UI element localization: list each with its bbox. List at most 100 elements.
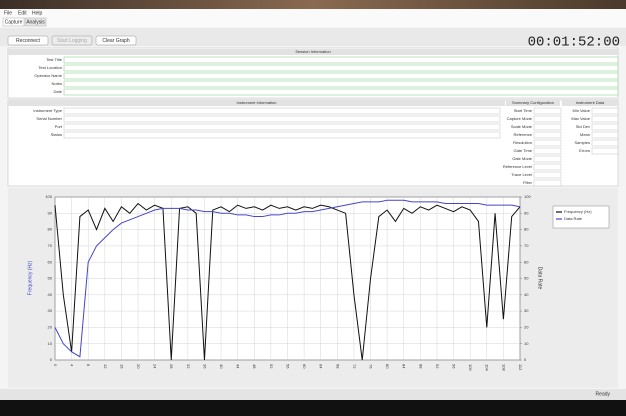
field-box[interactable] xyxy=(64,89,618,95)
y2-axis-label: Data Rate xyxy=(537,267,543,290)
field-label: Test Title xyxy=(46,57,63,62)
field-box[interactable] xyxy=(592,124,618,130)
y2-tick-label: 80 xyxy=(524,227,529,232)
field-box[interactable] xyxy=(534,108,561,114)
field-label: Notes xyxy=(52,81,62,86)
field-label: Reference xyxy=(514,132,533,137)
x-tick-label: 84 xyxy=(402,364,407,369)
x-tick-label: 100 xyxy=(468,364,473,371)
panel-title: Instrument Data xyxy=(576,100,605,105)
y2-tick-label: 50 xyxy=(524,276,529,281)
y2-tick-label: 90 xyxy=(524,210,529,215)
app-window: 00:01:52:00 Ready FileEditHelpCaptureAna… xyxy=(0,0,626,416)
menu-item[interactable]: Help xyxy=(32,10,43,16)
x-tick-label: 28 xyxy=(169,364,174,369)
y-tick-label: 50 xyxy=(48,276,53,281)
x-tick-label: 16 xyxy=(119,364,124,369)
x-tick-label: 24 xyxy=(153,364,158,369)
field-box[interactable] xyxy=(592,148,618,154)
field-label: Port xyxy=(55,124,63,129)
field-box[interactable] xyxy=(534,124,561,130)
field-label: Scale Mode xyxy=(511,124,533,129)
legend-label: Frequency (Hz) xyxy=(564,209,592,214)
x-tick-label: 36 xyxy=(202,364,207,369)
field-box[interactable] xyxy=(534,116,561,122)
y-tick-label: 20 xyxy=(48,324,53,329)
x-tick-label: 96 xyxy=(452,364,457,369)
x-tick-label: 40 xyxy=(219,364,224,369)
field-box[interactable] xyxy=(534,156,561,162)
field-box[interactable] xyxy=(534,180,561,186)
button-label: Clear Graph xyxy=(102,38,129,44)
panel-title: Session Information xyxy=(295,49,330,54)
field-box[interactable] xyxy=(534,140,561,146)
x-tick-label: 12 xyxy=(103,364,108,369)
field-label: Trace Level xyxy=(511,172,532,177)
y-tick-label: 70 xyxy=(48,243,53,248)
field-box[interactable] xyxy=(592,132,618,138)
x-tick-label: 104 xyxy=(485,364,490,371)
y2-tick-label: 70 xyxy=(524,243,529,248)
button-label: Reconnect xyxy=(16,38,41,44)
field-box[interactable] xyxy=(592,140,618,146)
field-label: Mean xyxy=(580,132,590,137)
field-label: Start Time xyxy=(514,108,533,113)
field-label: Min Value xyxy=(573,108,591,113)
legend-label: Data Rate xyxy=(564,216,583,221)
field-box[interactable] xyxy=(592,108,618,114)
y-tick-label: 10 xyxy=(48,341,53,346)
tab-label: Analysis xyxy=(26,19,45,25)
field-label: Date xyxy=(54,89,63,94)
button-label: Start Logging xyxy=(57,38,87,44)
field-label: Gate Mode xyxy=(512,156,533,161)
y2-tick-label: 60 xyxy=(524,259,529,264)
x-tick-label: 76 xyxy=(368,364,373,369)
x-tick-label: 48 xyxy=(252,364,257,369)
x-tick-label: 92 xyxy=(435,364,440,369)
y-tick-label: 80 xyxy=(48,227,53,232)
field-box[interactable] xyxy=(534,148,561,154)
field-label: Gate Time xyxy=(514,148,533,153)
y-axis-label: Frequency (Hz) xyxy=(27,260,33,295)
field-box[interactable] xyxy=(534,172,561,178)
x-tick-label: 68 xyxy=(335,364,340,369)
field-box[interactable] xyxy=(64,57,618,63)
x-tick-label: 80 xyxy=(385,364,390,369)
x-tick-label: 108 xyxy=(501,364,506,371)
menu-item[interactable]: File xyxy=(4,10,12,16)
field-label: Status xyxy=(51,132,62,137)
x-tick-label: 88 xyxy=(418,364,423,369)
field-box[interactable] xyxy=(64,73,618,79)
field-box[interactable] xyxy=(64,124,500,130)
field-box[interactable] xyxy=(592,116,618,122)
field-label: Instrument Type xyxy=(33,108,62,113)
x-tick-label: 20 xyxy=(136,364,141,369)
field-box[interactable] xyxy=(64,81,618,87)
field-label: Reference Level xyxy=(503,164,532,169)
field-label: Max Value xyxy=(571,116,590,121)
y-tick-label: 60 xyxy=(48,259,53,264)
field-box[interactable] xyxy=(534,164,561,170)
y2-tick-label: 20 xyxy=(524,324,529,329)
x-tick-label: 112 xyxy=(518,364,523,371)
y2-tick-label: 30 xyxy=(524,308,529,313)
y-tick-label: 90 xyxy=(48,210,53,215)
x-tick-label: 52 xyxy=(269,364,274,369)
field-label: Test Location xyxy=(38,65,62,70)
field-box[interactable] xyxy=(64,108,500,114)
y2-tick-label: 100 xyxy=(524,194,531,199)
title-bar xyxy=(0,0,626,9)
panel-title: Instrument Information xyxy=(236,100,276,105)
tab-label: Capture xyxy=(5,19,23,25)
y-tick-label: 30 xyxy=(48,308,53,313)
field-label: Serial Number xyxy=(36,116,62,121)
field-box[interactable] xyxy=(534,132,561,138)
field-box[interactable] xyxy=(64,132,500,138)
menu-item[interactable]: Edit xyxy=(18,10,27,16)
field-box[interactable] xyxy=(64,65,618,71)
x-tick-label: 56 xyxy=(285,364,290,369)
field-box[interactable] xyxy=(64,116,500,122)
field-label: Errors xyxy=(579,148,590,153)
x-tick-label: 60 xyxy=(302,364,307,369)
x-tick-label: 44 xyxy=(236,364,241,369)
